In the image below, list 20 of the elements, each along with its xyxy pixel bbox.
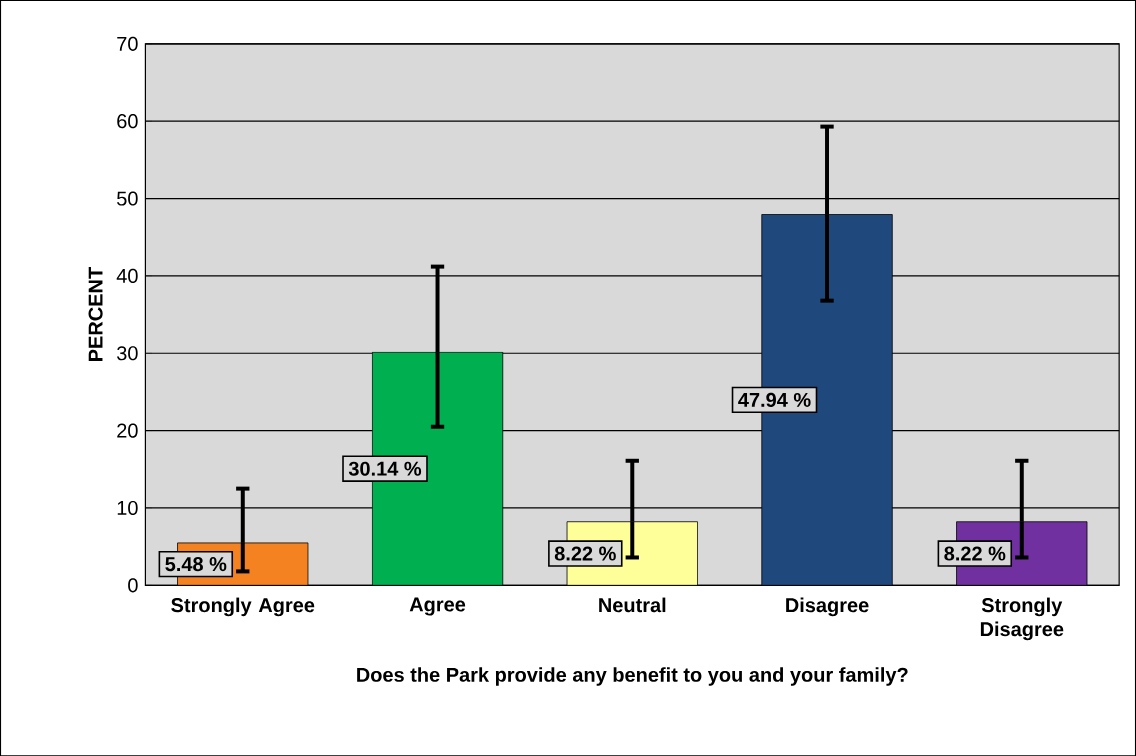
x-axis-title: Does the Park provide any benefit to you and your family?	[357, 667, 908, 686]
y-tick-label: 60	[117, 113, 138, 129]
data-label: 8.22 %	[554, 546, 616, 561]
x-tick-label: Agree	[409, 597, 466, 616]
y-tick-label: 50	[117, 191, 138, 206]
y-tick-label: 40	[116, 268, 138, 283]
data-label: 8.22 %	[944, 546, 1006, 561]
data-label: 5.48 %	[165, 556, 227, 572]
data-label: 30.14 %	[348, 461, 422, 476]
y-tick-label: 70	[117, 36, 138, 51]
data-label: 47.94 %	[738, 392, 811, 407]
x-tick-label: Neutral	[599, 597, 666, 613]
x-tick-label: Disagree	[786, 597, 869, 617]
y-tick-label: 0	[128, 578, 138, 593]
y-tick-label: 10	[117, 500, 138, 515]
y-tick-label: 20	[117, 423, 138, 438]
y-axis-title: PERCENT	[88, 266, 103, 361]
y-tick-label: 30	[117, 346, 138, 361]
x-tick-label: Strongly Disagree	[980, 597, 1064, 641]
x-tick-label: Strongly Agree	[171, 597, 315, 617]
